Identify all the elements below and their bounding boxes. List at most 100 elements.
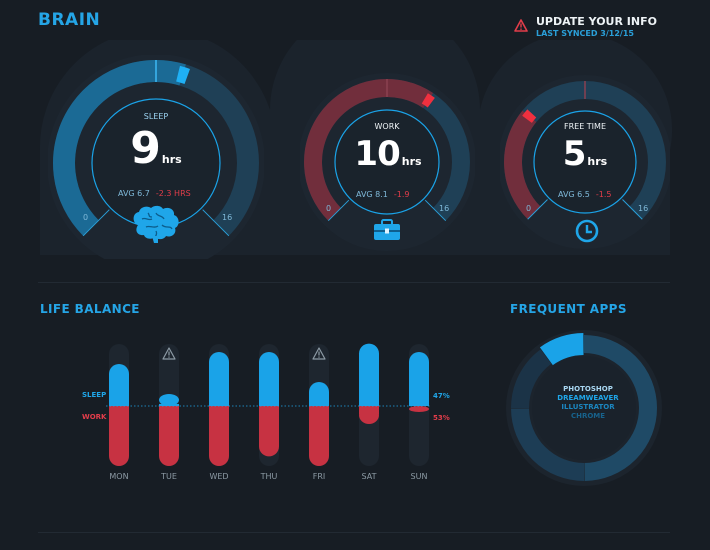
gauge-number: 5 xyxy=(562,134,587,174)
sleep-bar xyxy=(159,394,179,406)
gauge-average: AVG 6.5 -1.5 xyxy=(558,190,612,199)
warning-icon xyxy=(162,347,176,360)
sleep-bar-fill xyxy=(109,374,129,406)
work-bar-fill xyxy=(109,406,129,456)
last-synced-text: LAST SYNCED 3/12/15 xyxy=(536,29,634,38)
gauge-max: 16 xyxy=(222,213,233,222)
gauge-marker xyxy=(522,109,537,123)
gauge-avg: AVG 6.5 xyxy=(558,190,590,199)
update-info-button[interactable]: UPDATE YOUR INFO LAST SYNCED 3/12/15 xyxy=(510,14,700,46)
gauge-unit: hrs xyxy=(587,155,608,168)
gauge-unit: hrs xyxy=(401,155,422,168)
gauge-end-tick xyxy=(327,199,350,222)
donut-segment xyxy=(539,333,585,366)
work-bar-fill xyxy=(209,406,229,456)
gauge-max: 16 xyxy=(638,204,649,213)
gauge-diff: -1.9 xyxy=(393,190,410,199)
gauge-diff: -2.3 HRS xyxy=(155,189,191,198)
sleep-gauge-dial xyxy=(47,54,265,272)
gauge-avg: AVG 8.1 xyxy=(356,190,388,199)
work-bar xyxy=(409,406,429,412)
sleep-bar-fill xyxy=(159,404,179,406)
sleep-bar-fill xyxy=(309,392,329,406)
gauge-max: 16 xyxy=(439,204,450,213)
gauge-min: 0 xyxy=(83,213,89,222)
sleep-bar-fill xyxy=(359,353,379,406)
gauge-number: 10 xyxy=(354,134,400,174)
work-gauge[interactable]: WORK 10 hrs AVG 8.1 -1.9 0 16 xyxy=(298,72,476,252)
day-label: SUN xyxy=(410,472,428,481)
day-label: WED xyxy=(209,472,229,481)
app-item[interactable]: CHROME xyxy=(570,412,606,420)
day-labels: MON TUE WED THU FRI SAT SUN xyxy=(100,472,440,484)
work-bar-fill xyxy=(359,406,379,414)
sleep-bar-fill xyxy=(409,362,429,406)
sleep-bar-fill xyxy=(259,362,279,406)
gauge-marker xyxy=(176,65,190,85)
gauge-fill xyxy=(304,79,434,221)
gauge-avg: AVG 6.7 xyxy=(118,189,150,198)
sleep-bar-fill xyxy=(209,362,229,406)
page-title: BRAIN xyxy=(38,10,101,30)
gauge-number: 9 xyxy=(130,123,161,174)
gauge-average: AVG 8.1 -1.9 xyxy=(356,190,410,199)
day-label: MON xyxy=(109,472,129,481)
gauge-end-tick xyxy=(527,199,548,220)
update-info-label: UPDATE YOUR INFO xyxy=(536,15,657,28)
life-balance-chart xyxy=(106,343,430,466)
gauge-end-tick xyxy=(82,209,110,237)
gauge-fill xyxy=(53,60,186,236)
section-divider xyxy=(38,282,670,283)
sleep-percentage: 47% xyxy=(433,392,450,400)
gauge-end-tick xyxy=(622,199,643,220)
day-label: TUE xyxy=(161,472,177,481)
gauge-label: WORK xyxy=(374,122,400,131)
donut-segment xyxy=(511,408,585,481)
brain-icon xyxy=(130,205,182,247)
app-item[interactable]: ILLUSTRATOR xyxy=(561,403,615,411)
work-axis-label: WORK xyxy=(82,413,107,421)
gauge-end-tick xyxy=(202,209,230,237)
gauge-inner-ring xyxy=(533,110,637,214)
briefcase-icon xyxy=(373,219,401,245)
day-label: THU xyxy=(260,472,278,481)
sleep-gauge[interactable]: SLEEP 9 hrs AVG 6.7 -2.3 HRS 0 16 xyxy=(47,54,265,272)
gauge-label: SLEEP xyxy=(143,112,169,121)
gauge-marker xyxy=(421,93,435,108)
app-item[interactable]: PHOTOSHOP xyxy=(563,385,613,393)
apps-list: PHOTOSHOP DREAMWEAVER ILLUSTRATOR CHROME xyxy=(540,385,636,421)
work-bar-fill xyxy=(309,406,329,456)
gauge-value: 5 hrs xyxy=(515,134,655,174)
work-bar-fill xyxy=(159,406,179,456)
life-balance-title: LIFE BALANCE xyxy=(40,302,140,316)
gauge-inner-ring xyxy=(334,109,440,215)
gauge-label: FREE TIME xyxy=(563,122,606,131)
gauge-average: AVG 6.7 -2.3 HRS xyxy=(118,189,191,198)
free-time-gauge[interactable]: FREE TIME 5 hrs AVG 6.5 -1.5 0 16 xyxy=(498,72,672,252)
bottom-divider xyxy=(38,532,670,533)
gauge-fill xyxy=(504,110,541,220)
donut-hole xyxy=(532,356,636,460)
gauge-min: 0 xyxy=(326,204,332,213)
gauge-diff: -1.5 xyxy=(595,190,612,199)
gauge-min: 0 xyxy=(526,204,532,213)
work-gauge-dial xyxy=(298,73,476,251)
free-time-gauge-dial xyxy=(498,75,672,249)
gauge-unit: hrs xyxy=(161,153,182,166)
donut-segment xyxy=(511,349,552,409)
day-label: SAT xyxy=(361,472,377,481)
work-percentage: 53% xyxy=(433,414,450,422)
work-bar-fill xyxy=(259,406,279,447)
donut-segment xyxy=(583,335,657,481)
frequent-apps-title: FREQUENT APPS xyxy=(510,302,627,316)
warning-icon xyxy=(312,347,326,360)
day-label: FRI xyxy=(312,472,326,481)
warning-icon xyxy=(514,17,528,36)
gauge-value: 9 hrs xyxy=(86,123,226,174)
app-item[interactable]: DREAMWEAVER xyxy=(557,394,619,402)
gauge-value: 10 hrs xyxy=(318,134,458,174)
gauge-end-tick xyxy=(424,199,447,222)
frequent-apps-donut xyxy=(506,330,662,486)
sleep-axis-label: SLEEP xyxy=(82,391,107,399)
clock-icon xyxy=(575,219,599,247)
